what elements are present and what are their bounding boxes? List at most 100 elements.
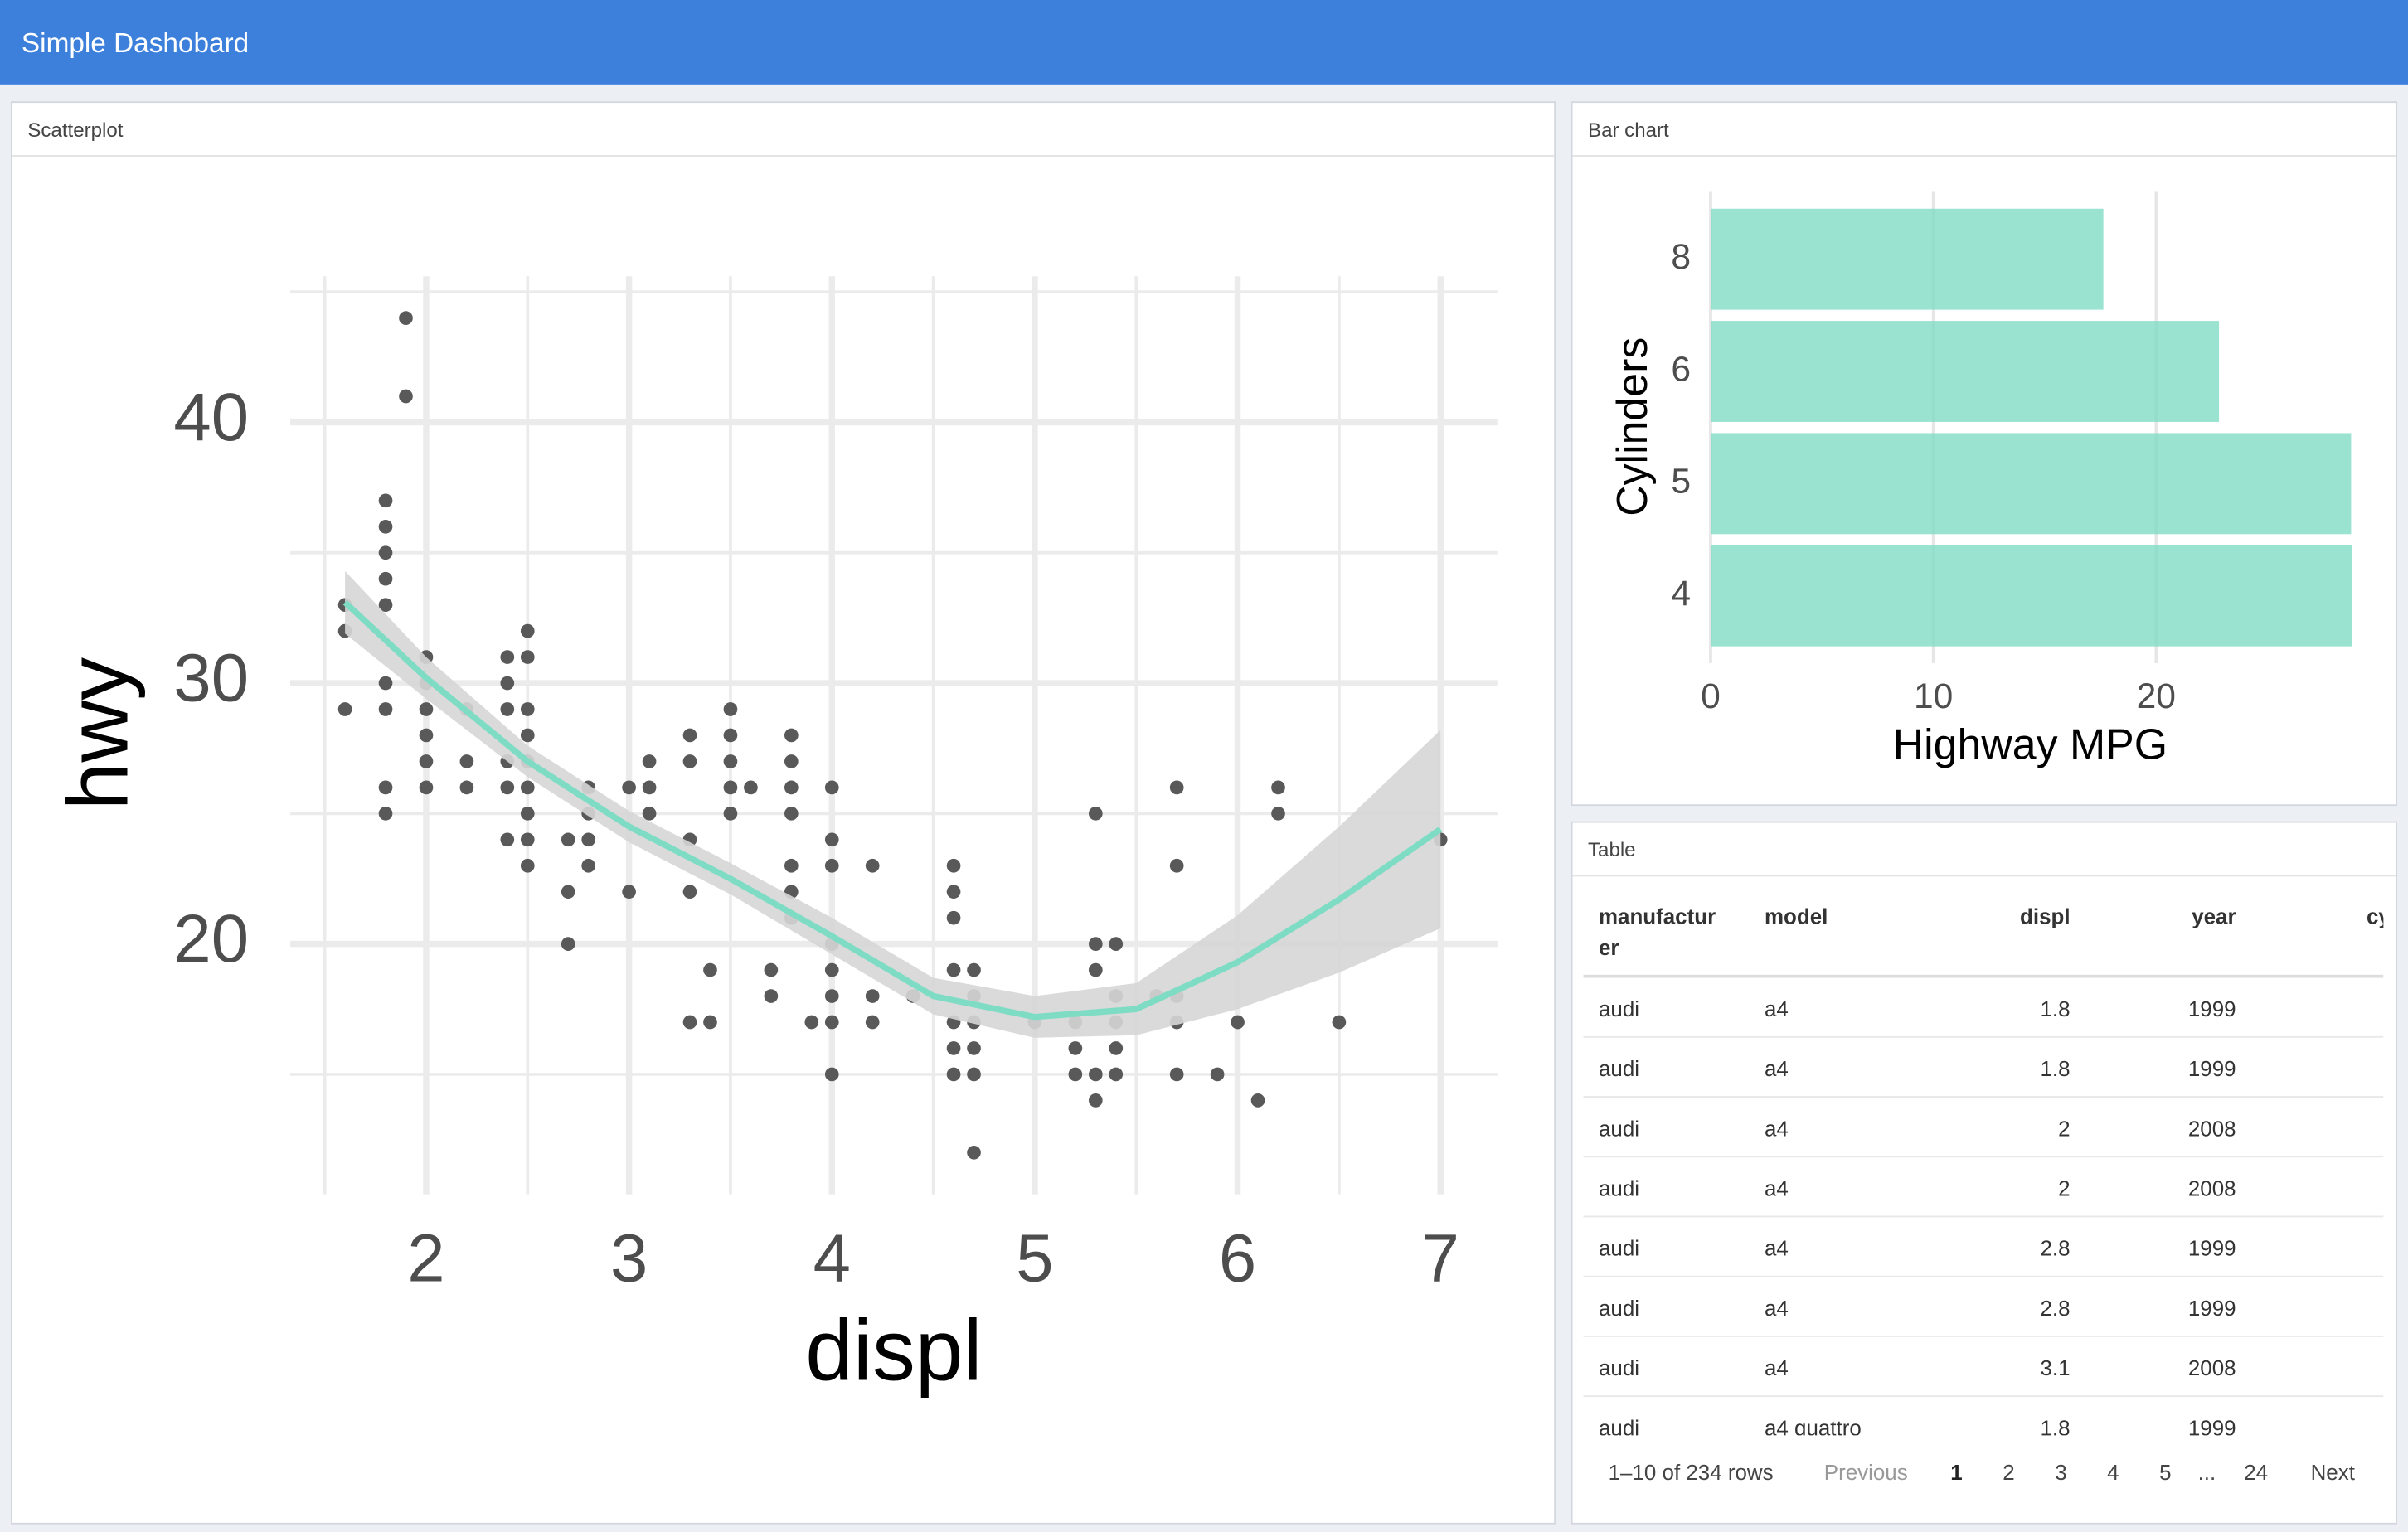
x-tick-label: 3 [610, 1220, 648, 1296]
y-tick-label: 40 [173, 380, 249, 455]
table-cell: audi [1598, 1176, 1639, 1201]
y-tick-label: 4 [1671, 574, 1691, 613]
point [378, 598, 393, 613]
point [744, 780, 758, 795]
point [1250, 1093, 1265, 1108]
point [946, 858, 961, 873]
x-tick-label: 20 [2137, 676, 2176, 716]
point [520, 728, 535, 743]
point [865, 989, 880, 1003]
table-cell: 1999 [2187, 1055, 2236, 1081]
point [946, 1041, 961, 1055]
point [967, 1041, 981, 1055]
page-button[interactable]: 1 [1950, 1459, 1963, 1485]
point [1088, 1067, 1103, 1082]
previous-button[interactable]: Previous [1823, 1459, 1908, 1485]
column-header[interactable]: cyl [2366, 904, 2383, 929]
y-tick-label: 6 [1671, 349, 1691, 389]
point [824, 832, 839, 847]
page-button[interactable]: 2 [2003, 1459, 2015, 1485]
point [1109, 937, 1124, 951]
point [967, 962, 981, 977]
table-cell: a4 [1764, 996, 1789, 1021]
table-cell: 2008 [2187, 1355, 2236, 1380]
table-cell: audi [1598, 1116, 1639, 1141]
table-cell: 3.1 [2040, 1355, 2071, 1380]
table-cell: 1.8 [2040, 1055, 2071, 1081]
column-header[interactable]: manufacturer [1598, 904, 1716, 960]
page-button[interactable]: 4 [2107, 1459, 2119, 1485]
point [1088, 937, 1103, 951]
point [784, 728, 799, 743]
table-cell: a4 [1764, 1116, 1789, 1141]
point [1231, 1015, 1245, 1030]
row-rule [1583, 1275, 2384, 1277]
column-header[interactable]: displ [2020, 904, 2071, 929]
bar [1710, 321, 2220, 422]
point [500, 702, 515, 716]
row-rule [1583, 1156, 2384, 1158]
point [967, 1067, 981, 1082]
point [784, 780, 799, 795]
point [824, 858, 839, 873]
table-cell: a4 quattro [1764, 1415, 1862, 1436]
point [1271, 807, 1285, 821]
page-button[interactable]: 24 [2244, 1459, 2269, 1485]
point [682, 728, 697, 743]
header-title: Simple Dashobard [0, 0, 2408, 85]
y-axis-label: hwy [49, 657, 145, 811]
point [723, 807, 738, 821]
point [500, 650, 515, 664]
point [378, 780, 393, 795]
x-tick-label: 2 [407, 1220, 444, 1296]
table-cell: a4 [1764, 1055, 1789, 1081]
point [865, 858, 880, 873]
point [399, 311, 413, 325]
point [500, 780, 515, 795]
point [824, 989, 839, 1003]
table-cell: 1999 [2187, 1415, 2236, 1436]
y-axis-label: Cylinders [1608, 337, 1656, 516]
x-tick-label: 10 [1914, 676, 1953, 716]
point [520, 858, 535, 873]
page-button[interactable]: 3 [2055, 1459, 2067, 1485]
x-tick-label: 4 [813, 1220, 851, 1296]
table-cell: a4 [1764, 1176, 1789, 1201]
point [642, 754, 657, 768]
point [1109, 1067, 1124, 1082]
page-button[interactable]: ... [2197, 1459, 2216, 1485]
bar [1710, 433, 2352, 535]
next-button[interactable]: Next [2310, 1459, 2355, 1485]
table-cell: audi [1598, 1415, 1639, 1436]
panel-title: Table [1572, 823, 2396, 877]
data-table: manufacturer model displ year cyl audi a4 1.8 19… [1583, 875, 2384, 1436]
panel-title: Bar chart [1572, 103, 2396, 157]
point [520, 702, 535, 716]
point [824, 780, 839, 795]
point [1332, 1015, 1347, 1030]
point [1088, 962, 1103, 977]
point [378, 807, 393, 821]
x-tick-label: 7 [1422, 1220, 1459, 1296]
y-tick-label: 30 [173, 641, 249, 716]
column-header[interactable]: year [2192, 904, 2236, 929]
table-cell: 2.8 [2040, 1235, 2071, 1261]
point [1088, 1093, 1103, 1108]
point [703, 962, 717, 977]
table-cell: a4 [1764, 1295, 1789, 1321]
page-button[interactable]: 5 [2159, 1459, 2172, 1485]
point [967, 1145, 981, 1160]
point [1068, 1067, 1083, 1082]
y-tick-label: 20 [173, 901, 249, 977]
x-tick-label: 6 [1219, 1220, 1256, 1296]
point [500, 832, 515, 847]
x-tick-label: 0 [1701, 676, 1721, 716]
point [946, 885, 961, 899]
point [723, 780, 738, 795]
point [1068, 1041, 1083, 1055]
point [378, 493, 393, 508]
column-header[interactable]: model [1764, 904, 1828, 929]
point [1169, 1067, 1184, 1082]
